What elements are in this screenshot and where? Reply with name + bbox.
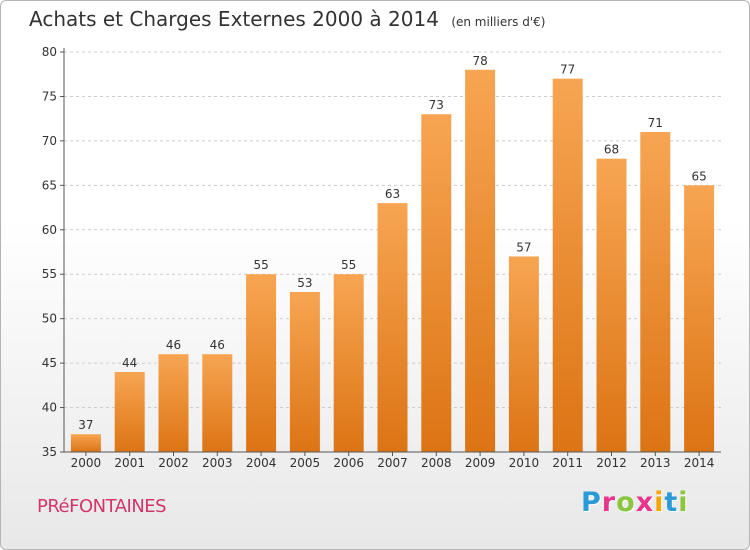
bar [552, 78, 583, 453]
bar [333, 274, 364, 452]
axes [60, 48, 721, 456]
data-label: 77 [560, 63, 575, 77]
data-label: 46 [210, 338, 225, 352]
bar [508, 256, 539, 452]
logo-letter: r [601, 487, 617, 518]
data-label: 55 [341, 258, 356, 272]
y-tick-label: 45 [42, 356, 57, 370]
data-label: 57 [516, 240, 531, 254]
bar [246, 274, 277, 452]
data-label: 71 [648, 116, 663, 130]
y-tick-label: 80 [42, 45, 57, 59]
x-tick-label: 2013 [640, 456, 671, 470]
logo-letter: o [616, 487, 636, 518]
y-tick-label: 35 [42, 445, 57, 459]
bar [70, 434, 101, 452]
data-label: 68 [604, 143, 619, 157]
x-tick-label: 2011 [552, 456, 583, 470]
y-tick-label: 75 [42, 89, 57, 103]
bar [377, 203, 408, 452]
data-label: 53 [297, 276, 312, 290]
x-tick-label: 2003 [202, 456, 233, 470]
town-name: PRéFONTAINES [37, 496, 167, 517]
data-label: 65 [691, 169, 706, 183]
bar [114, 372, 145, 452]
bar [684, 185, 715, 453]
y-tick-label: 55 [42, 267, 57, 281]
data-label: 73 [429, 98, 444, 112]
y-tick-label: 50 [42, 312, 57, 326]
logo-letter: t [664, 487, 679, 518]
x-tick-label: 2005 [290, 456, 321, 470]
x-tick-label: 2012 [596, 456, 627, 470]
logo-letter: i [654, 487, 665, 518]
chart-subtitle: (en milliers d'€) [451, 15, 546, 29]
bar [202, 354, 233, 452]
logo-letter: P [581, 487, 602, 518]
bar [158, 354, 189, 452]
y-tick-label: 65 [42, 178, 57, 192]
data-label: 55 [253, 258, 268, 272]
bar [596, 158, 627, 452]
data-label: 63 [385, 187, 400, 201]
x-tick-label: 2000 [71, 456, 102, 470]
x-tick-label: 2001 [114, 456, 145, 470]
bar [421, 114, 452, 452]
x-tick-label: 2008 [421, 456, 452, 470]
x-tick-label: 2009 [465, 456, 496, 470]
chart-title-text: Achats et Charges Externes 2000 à 2014 [29, 7, 439, 31]
x-tick-label: 2006 [333, 456, 364, 470]
y-tick-label: 70 [42, 134, 57, 148]
y-tick-label: 40 [42, 401, 57, 415]
bar [289, 292, 320, 452]
y-tick-label: 60 [42, 223, 57, 237]
x-tick-label: 2002 [158, 456, 189, 470]
bars [70, 69, 715, 453]
x-tick-label: 2010 [509, 456, 540, 470]
bar [465, 69, 496, 453]
data-label: 46 [166, 338, 181, 352]
x-tick-label: 2014 [684, 456, 715, 470]
x-tick-label: 2007 [377, 456, 408, 470]
data-label: 78 [472, 54, 487, 68]
labels: 35 40 45 50 55 60 65 70 75 80 37 2000 44 2001 46 2002 46… [42, 45, 715, 470]
proxiti-logo: Proxiti [581, 487, 689, 518]
logo-letter: x [635, 487, 655, 518]
bar [640, 132, 671, 452]
data-label: 44 [122, 356, 137, 370]
x-tick-label: 2004 [246, 456, 277, 470]
chart-title: Achats et Charges Externes 2000 à 2014 (… [29, 7, 545, 31]
logo-letter: i [678, 487, 689, 518]
data-label: 37 [78, 418, 93, 432]
